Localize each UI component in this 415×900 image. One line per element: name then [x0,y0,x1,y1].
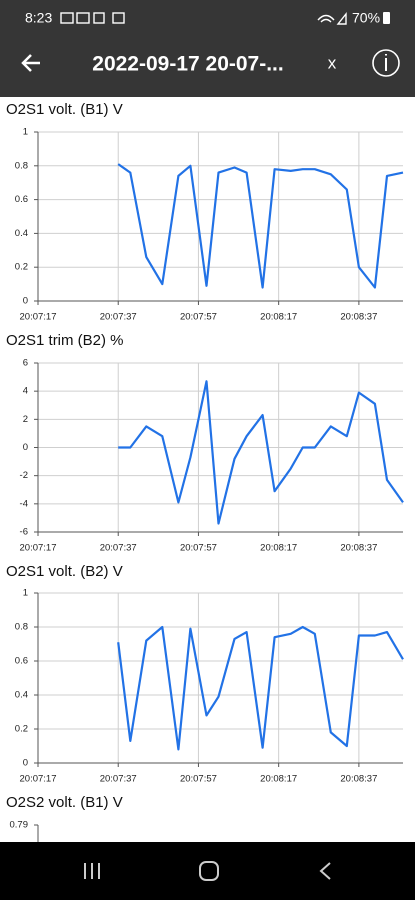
nav-bar [0,842,415,900]
back-button[interactable] [21,54,40,72]
y-tick-label: 2 [23,414,28,425]
header-title: 2022-09-17 20-07-... [92,53,283,76]
x-tick-label: 20:08:17 [260,543,297,554]
y-tick-label: 0.2 [15,262,28,273]
status-icons [60,12,347,25]
y-tick-label: 0.8 [15,622,28,633]
data-line [118,380,404,525]
y-tick-label: 0.4 [15,228,28,239]
recents-button[interactable] [84,863,100,879]
chart-title: O2S1 volt. (B1) V [6,101,123,118]
back-nav-button[interactable] [319,862,331,880]
x-tick-label: 20:08:37 [340,774,377,785]
y-tick-label: -2 [20,470,28,481]
status-time: 8:23 [25,10,52,26]
y-tick-label: 0.6 [15,194,28,205]
data-line [117,625,404,751]
x-tick-label: 20:07:37 [100,543,137,554]
y-tick-label: 0 [23,442,28,453]
x-tick-label: 20:07:37 [100,312,137,323]
y-tick-label: 0.8 [15,160,28,171]
x-tick-label: 20:07:17 [20,543,57,554]
y-tick-label: 1 [23,588,28,599]
y-tick-label: 0 [23,296,28,307]
close-button[interactable]: x [328,53,337,72]
y-tick-label: -6 [20,527,28,538]
y-tick-label: 0.4 [15,690,28,701]
y-tick-label: 6 [23,358,28,369]
y-tick-label: -4 [20,498,28,509]
x-tick-label: 20:07:17 [20,312,57,323]
x-tick-label: 20:07:57 [180,774,217,785]
y-tick-label: 0 [23,758,28,769]
battery-icon [383,12,390,24]
x-tick-label: 20:08:37 [340,312,377,323]
y-tick-label: 0.6 [15,656,28,667]
chart-title: O2S2 volt. (B1) V [6,794,123,811]
x-tick-label: 20:07:57 [180,543,217,554]
x-tick-label: 20:07:17 [20,774,57,785]
chart-title: O2S1 volt. (B2) V [6,563,123,580]
info-circle [372,49,400,77]
x-tick-label: 20:08:17 [260,312,297,323]
y-tick-label: 1 [23,127,28,138]
y-tick-label: 4 [23,386,28,397]
y-tick-label: 0.2 [15,724,28,735]
battery-level: 70% [352,10,380,26]
y-tick-label: 0.79 [10,820,29,831]
home-button[interactable] [199,861,219,881]
info-button[interactable] [372,49,400,77]
x-tick-label: 20:08:37 [340,543,377,554]
charts: O2S1 volt. (B1) V 0 0.2 0.4 0.6 0.8 1 20:07:17 2… [6,101,404,842]
x-tick-label: 20:07:37 [100,774,137,785]
data-line [117,163,404,289]
chart-title: O2S1 trim (B2) % [6,332,124,349]
x-tick-label: 20:07:57 [180,312,217,323]
x-tick-label: 20:08:17 [260,774,297,785]
